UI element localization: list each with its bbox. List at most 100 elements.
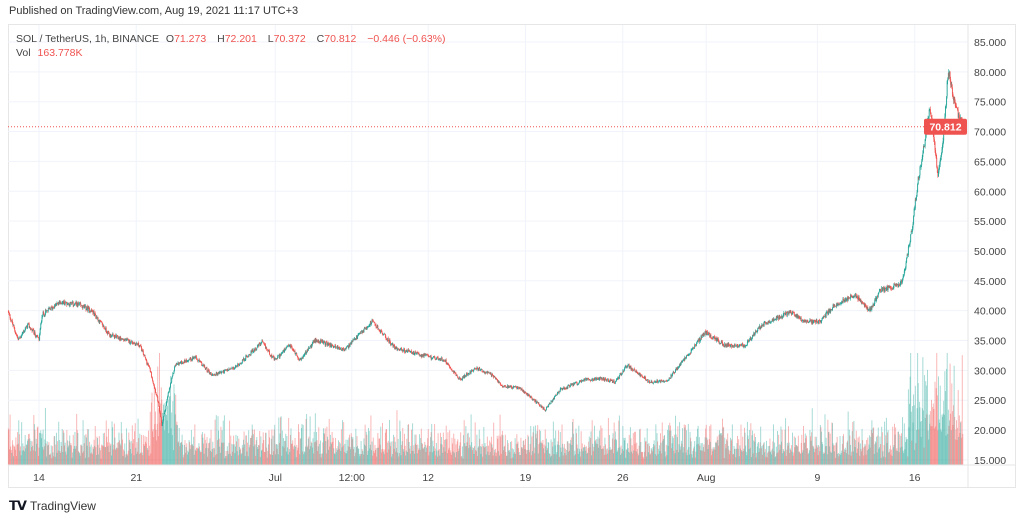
candle-body	[489, 372, 491, 374]
volume-bar	[208, 443, 210, 465]
candle-body	[495, 378, 497, 379]
candle-body	[44, 315, 46, 316]
candle-body	[225, 369, 227, 371]
volume-bar	[821, 441, 823, 465]
candle-body	[834, 306, 836, 307]
volume-bar	[456, 441, 458, 465]
volume-bar	[550, 439, 552, 465]
volume-bar	[181, 442, 182, 465]
volume-bar	[374, 444, 376, 465]
candle-body	[412, 351, 414, 354]
volume-bar	[362, 454, 364, 465]
candle-body	[133, 342, 135, 344]
candle-body	[434, 356, 436, 359]
candle-body	[376, 325, 378, 328]
candle-body	[841, 301, 843, 303]
candle-body	[867, 307, 869, 311]
price-axis: 85.00080.00075.00070.00065.00060.00055.0…	[974, 37, 1006, 467]
volume-bar	[361, 453, 363, 465]
candle-body	[393, 344, 394, 347]
candle-body	[748, 340, 750, 342]
candle-body	[566, 387, 568, 389]
candle-body	[958, 114, 960, 118]
volume-bar	[407, 424, 409, 465]
volume-bar	[368, 430, 370, 465]
candle-body	[31, 329, 33, 332]
volume-bar	[165, 401, 167, 465]
volume-bar	[742, 450, 744, 465]
candle-body	[490, 374, 492, 376]
candle-body	[709, 334, 711, 338]
volume-bar	[29, 451, 31, 465]
volume-bar	[580, 456, 582, 465]
candle-body	[411, 350, 412, 353]
volume-bar	[145, 443, 147, 465]
symbol-label[interactable]: SOL / TetherUS, 1h, BINANCE	[16, 33, 159, 45]
candle-body	[272, 357, 273, 358]
volume-bar	[639, 429, 641, 465]
candle-body	[307, 347, 309, 351]
volume-bar	[834, 445, 836, 465]
candle-body	[298, 358, 299, 360]
candle-body	[94, 312, 96, 316]
candle-body	[614, 383, 616, 384]
volume-bar	[396, 410, 398, 465]
candle-body	[870, 307, 872, 310]
volume-bar	[711, 455, 712, 465]
volume-bar	[470, 446, 471, 465]
volume-bar	[695, 436, 697, 465]
candle-body	[629, 367, 631, 368]
candle-body	[728, 345, 730, 346]
candle-body	[951, 87, 953, 94]
volume-bar	[416, 444, 418, 465]
volume-bar	[155, 430, 157, 465]
candle-body	[758, 327, 760, 329]
candle-body	[183, 359, 185, 363]
volume-bar	[281, 430, 283, 465]
volume-bar	[296, 444, 298, 465]
volume-bar	[741, 450, 743, 465]
candle-body	[57, 303, 59, 304]
volume-bar	[514, 451, 515, 465]
volume-bar	[745, 451, 747, 465]
volume-bar	[406, 438, 408, 465]
candle-body	[837, 304, 839, 306]
volume-bar	[707, 448, 709, 465]
volume-bar	[17, 432, 19, 465]
candle-body	[265, 344, 266, 349]
volume-bar	[324, 428, 326, 465]
candle-body	[441, 357, 443, 359]
volume-bar	[377, 447, 379, 465]
candle-body	[117, 335, 119, 339]
candle-body	[843, 298, 844, 300]
candle-body	[548, 403, 550, 405]
volume-bar	[960, 422, 961, 465]
volume-bar	[62, 430, 64, 465]
candle-body	[81, 305, 83, 307]
candle-body	[421, 355, 423, 357]
candle-body	[832, 304, 834, 309]
volume-bar	[735, 457, 737, 465]
volume-bar	[927, 369, 928, 465]
volume-bar	[353, 446, 355, 465]
candle-body	[826, 311, 828, 313]
volume-bar	[679, 422, 681, 465]
candle-body	[92, 311, 94, 314]
volume-bar	[679, 449, 681, 465]
candle-body	[244, 360, 246, 361]
volume-bar	[571, 445, 573, 465]
volume-bar	[908, 427, 910, 465]
volume-bar	[709, 426, 711, 465]
volume-bar	[532, 451, 533, 465]
volume-bar	[931, 426, 933, 465]
candle-body	[143, 353, 145, 356]
volume-bar	[420, 428, 422, 465]
volume-bar	[429, 451, 431, 465]
volume-bar	[636, 442, 638, 465]
candle-body	[590, 380, 592, 381]
candle-body	[188, 360, 189, 362]
candle-body	[782, 314, 784, 317]
candle-body	[435, 359, 437, 360]
candle-body	[649, 382, 651, 383]
